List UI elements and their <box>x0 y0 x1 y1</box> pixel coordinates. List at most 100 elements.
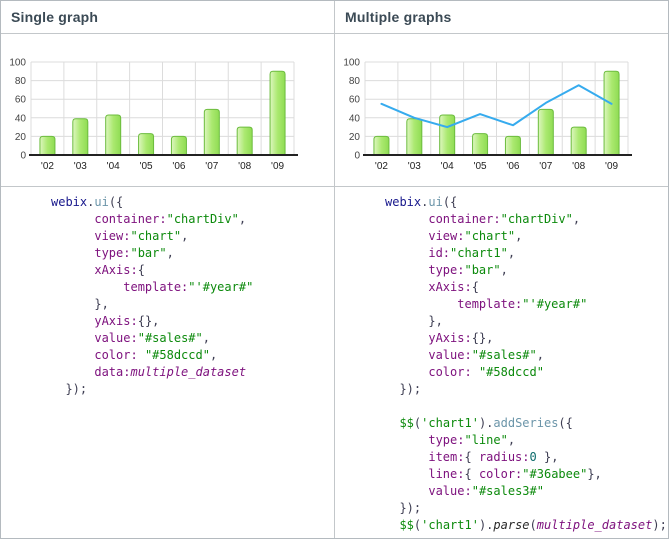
code-token: "chart" <box>130 229 182 243</box>
code-token <box>385 246 428 260</box>
code-token: "#58dccd" <box>478 365 544 379</box>
code-block-multiple-graphs: webix.ui({ container:"chartDiv", view:"c… <box>335 194 668 534</box>
code-token: type: <box>94 246 131 260</box>
single-graph-chart-area: 0 20 40 60 80 100 '02 '03 '04 '05 '06 '07 '08 '09 <box>1 34 335 187</box>
code-token: ( <box>413 518 422 532</box>
bar <box>373 135 390 156</box>
bar <box>472 133 489 156</box>
code-token: }); <box>399 382 422 396</box>
code-token: view: <box>428 229 465 243</box>
x-axis-tick-label: '04 <box>107 161 120 172</box>
bar <box>537 108 554 156</box>
code-line: value:"#sales#", <box>385 347 668 364</box>
code-token: yAxis: <box>94 314 138 328</box>
code-token: container: <box>94 212 167 226</box>
y-axis-tick-label: 100 <box>9 58 26 69</box>
code-token: xAxis: <box>94 263 138 277</box>
code-token: , <box>515 229 523 243</box>
code-token: ( <box>529 518 537 532</box>
code-token: , <box>507 246 516 260</box>
code-token: data: <box>94 365 131 379</box>
code-token: value: <box>428 484 472 498</box>
code-block-single-graph: webix.ui({ container:"chartDiv", view:"c… <box>1 194 334 398</box>
code-token <box>385 518 399 532</box>
code-token: , <box>209 348 218 362</box>
code-token: line: <box>428 467 465 481</box>
code-token <box>51 246 94 260</box>
y-axis-tick-label: 80 <box>349 76 361 87</box>
bar <box>504 135 521 156</box>
code-token: {}, <box>137 314 160 328</box>
code-token: type: <box>428 433 465 447</box>
code-token: ui <box>94 195 109 209</box>
code-token: , <box>572 212 581 226</box>
multiple-graphs-chart-area: 0 20 40 60 80 100 '02 '03 '04 '05 '06 '07 '08 '09 <box>335 34 668 187</box>
code-token: 0 <box>529 450 537 464</box>
single-graph-code-area: webix.ui({ container:"chartDiv", view:"c… <box>1 187 335 538</box>
code-token: , <box>181 229 189 243</box>
panel-title-single-graph: Single graph <box>11 9 99 25</box>
code-token: webix <box>51 195 88 209</box>
code-line: line:{ color:"#36abee"}, <box>385 466 668 483</box>
code-token: "chart" <box>464 229 516 243</box>
y-axis-tick-label: 40 <box>15 113 27 124</box>
code-token: "line" <box>464 433 508 447</box>
code-token: {}, <box>471 331 494 345</box>
code-token: "bar" <box>130 246 167 260</box>
code-token: ( <box>413 416 422 430</box>
code-token <box>51 297 94 311</box>
code-line: container:"chartDiv", <box>51 211 334 228</box>
bar <box>603 70 620 156</box>
x-axis-tick-label: '06 <box>172 161 185 172</box>
x-axis-tick-label: '08 <box>572 161 585 172</box>
code-token <box>51 263 94 277</box>
code-token <box>385 280 428 294</box>
code-line: }); <box>385 500 668 517</box>
bar <box>439 114 456 156</box>
code-token: item: <box>428 450 465 464</box>
bar <box>105 114 122 156</box>
y-axis-tick-label: 40 <box>349 113 361 124</box>
code-token: 'chart1' <box>421 518 479 532</box>
code-token: . <box>421 195 429 209</box>
code-token: }); <box>399 501 422 515</box>
code-token <box>51 348 94 362</box>
code-token <box>385 297 457 311</box>
code-token: }, <box>94 297 109 311</box>
code-line: }); <box>51 381 334 398</box>
bar <box>72 118 89 156</box>
code-token <box>385 382 399 396</box>
x-axis-tick-label: '02 <box>41 161 54 172</box>
x-axis-tick-label: '04 <box>441 161 454 172</box>
code-token: yAxis: <box>428 331 472 345</box>
code-token <box>51 280 123 294</box>
code-line: item:{ radius:0 }, <box>385 449 668 466</box>
code-token <box>385 484 428 498</box>
y-axis-tick-label: 20 <box>349 132 361 143</box>
code-token <box>385 365 428 379</box>
bar <box>170 135 187 156</box>
code-line: color: "#58dccd", <box>51 347 334 364</box>
code-token <box>385 263 428 277</box>
code-token: ). <box>478 518 494 532</box>
code-line: color: "#58dccd" <box>385 364 668 381</box>
bar <box>570 126 587 156</box>
code-line: view:"chart", <box>385 228 668 245</box>
y-axis-tick-label: 0 <box>20 151 26 162</box>
code-token: ({ <box>108 195 124 209</box>
y-axis-tick-label: 60 <box>15 95 27 106</box>
code-token: { <box>464 467 479 481</box>
code-token: view: <box>94 229 131 243</box>
x-axis-tick-label: '06 <box>506 161 519 172</box>
code-token: }, <box>536 450 559 464</box>
bar-line-chart: 0 20 40 60 80 100 '02 '03 '04 '05 '06 '07 '08 '09 <box>343 58 632 172</box>
code-token: ({ <box>558 416 573 430</box>
code-token: , <box>166 246 174 260</box>
code-token: }, <box>587 467 602 481</box>
code-token: webix <box>385 195 422 209</box>
code-token: multiple_dataset <box>130 365 247 379</box>
code-token: "#58dccd" <box>144 348 210 362</box>
panel-header-single-graph: Single graph <box>1 1 335 34</box>
code-token: { <box>464 450 479 464</box>
